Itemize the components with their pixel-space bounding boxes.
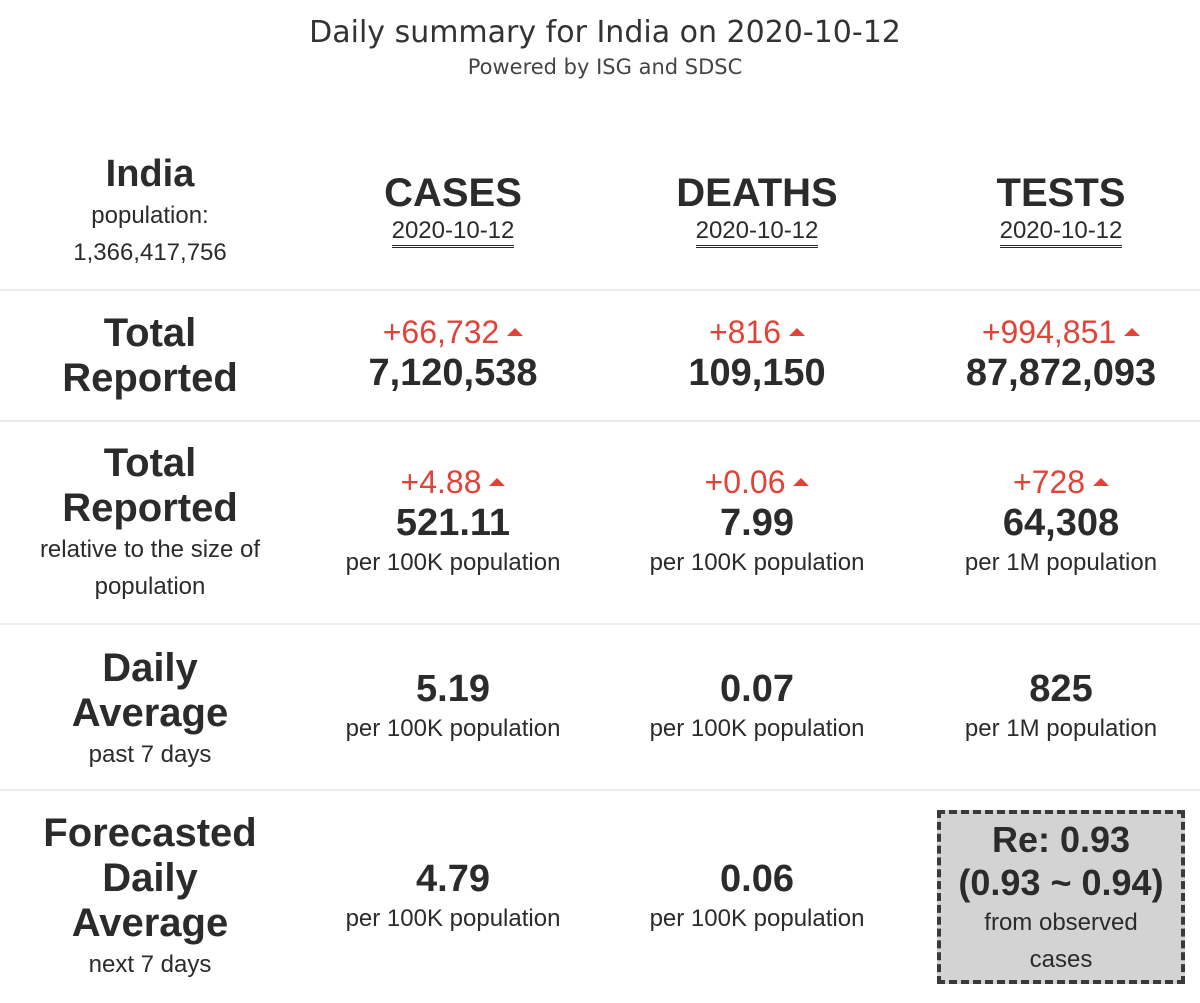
- row-divider: [0, 420, 1200, 422]
- row-label-line: Forecasted: [43, 811, 257, 855]
- re-note: cases: [1029, 946, 1093, 973]
- row-label-line: Reported: [62, 486, 238, 530]
- unit-label: per 100K population: [345, 549, 561, 576]
- row-label-line: Total: [103, 441, 197, 485]
- forecast-deaths-cell: 0.06 per 100K population: [607, 857, 907, 937]
- forecast-value: 4.79: [416, 858, 490, 900]
- row-divider: [0, 623, 1200, 625]
- re-estimate-box: Re: 0.93 (0.93 ~ 0.94) from observed cas…: [937, 810, 1185, 984]
- delta-increase: +66,732: [303, 313, 603, 351]
- delta-increase: +994,851: [911, 313, 1200, 351]
- population-label: population:: [91, 202, 209, 229]
- arrow-up-icon: [489, 477, 506, 486]
- delta-value: +66,732: [382, 314, 500, 350]
- delta-increase: +816: [607, 313, 907, 351]
- row-label-total-reported: Total Reported: [0, 311, 300, 401]
- delta-increase: +728: [911, 463, 1200, 501]
- row-label-line: Total: [103, 311, 197, 355]
- total-deaths-cell: +816 109,150: [607, 313, 907, 395]
- region-info: India population: 1,366,417,756: [0, 152, 300, 271]
- delta-value: +816: [708, 314, 782, 350]
- forecast-cases-cell: 4.79 per 100K population: [303, 857, 603, 937]
- total-value: 109,150: [688, 352, 826, 394]
- forecast-value: 0.06: [720, 858, 794, 900]
- arrow-up-icon: [789, 327, 806, 336]
- daily-tests-cell: 825 per 1M population: [911, 667, 1200, 747]
- row-sublabel: past 7 days: [88, 741, 212, 768]
- page-title: Daily summary for India on 2020-10-12: [309, 15, 901, 50]
- relative-deaths-cell: +0.06 7.99 per 100K population: [607, 463, 907, 581]
- delta-value: +4.88: [400, 464, 482, 500]
- region-name: India: [105, 153, 195, 195]
- row-label-line: Daily: [102, 646, 198, 690]
- relative-cases-cell: +4.88 521.11 per 100K population: [303, 463, 603, 581]
- column-date-link[interactable]: 2020-10-12: [391, 216, 515, 248]
- row-divider: [0, 289, 1200, 291]
- daily-value: 0.07: [720, 668, 794, 710]
- unit-label: per 100K population: [345, 905, 561, 932]
- daily-value: 825: [1029, 668, 1093, 710]
- daily-cases-cell: 5.19 per 100K population: [303, 667, 603, 747]
- daily-deaths-cell: 0.07 per 100K population: [607, 667, 907, 747]
- total-value: 7,120,538: [368, 352, 538, 394]
- delta-increase: +4.88: [303, 463, 603, 501]
- unit-label: per 100K population: [649, 549, 865, 576]
- row-sublabel: next 7 days: [88, 951, 212, 978]
- relative-tests-cell: +728 64,308 per 1M population: [911, 463, 1200, 581]
- row-sublabel: relative to the size of: [39, 536, 261, 563]
- unit-label: per 100K population: [345, 715, 561, 742]
- row-label-line: Reported: [62, 356, 238, 400]
- column-title: CASES: [384, 171, 522, 215]
- unit-label: per 100K population: [649, 715, 865, 742]
- unit-label: per 100K population: [649, 905, 865, 932]
- delta-value: +994,851: [981, 314, 1117, 350]
- daily-value: 5.19: [416, 668, 490, 710]
- arrow-up-icon: [1124, 327, 1141, 336]
- arrow-up-icon: [1093, 477, 1110, 486]
- column-title: DEATHS: [676, 171, 838, 215]
- total-tests-cell: +994,851 87,872,093: [911, 313, 1200, 395]
- relative-value: 521.11: [395, 502, 511, 544]
- re-note: from observed: [984, 909, 1138, 936]
- population-value: 1,366,417,756: [73, 239, 227, 266]
- relative-value: 7.99: [720, 502, 794, 544]
- column-header-cases: CASES 2020-10-12: [303, 170, 603, 248]
- row-label-line: Average: [71, 691, 229, 735]
- total-cases-cell: +66,732 7,120,538: [303, 313, 603, 395]
- page-subtitle: Powered by ISG and SDSC: [467, 55, 743, 79]
- total-value: 87,872,093: [965, 352, 1157, 394]
- row-sublabel: population: [94, 573, 206, 600]
- row-label-forecast: Forecasted Daily Average next 7 days: [0, 811, 300, 983]
- delta-increase: +0.06: [607, 463, 907, 501]
- re-range: (0.93 ~ 0.94): [958, 862, 1164, 903]
- column-header-deaths: DEATHS 2020-10-12: [607, 170, 907, 248]
- column-date-link[interactable]: 2020-10-12: [999, 216, 1123, 248]
- re-value: Re: 0.93: [991, 819, 1131, 860]
- row-label-line: Average: [71, 901, 229, 945]
- unit-label: per 1M population: [964, 549, 1158, 576]
- row-divider: [0, 789, 1200, 791]
- unit-label: per 1M population: [964, 715, 1158, 742]
- row-label-relative: Total Reported relative to the size of p…: [0, 441, 300, 605]
- delta-value: +0.06: [704, 464, 786, 500]
- arrow-up-icon: [793, 477, 810, 486]
- relative-value: 64,308: [1002, 502, 1120, 544]
- delta-value: +728: [1012, 464, 1086, 500]
- arrow-up-icon: [507, 327, 524, 336]
- row-label-line: Daily: [102, 856, 198, 900]
- row-label-daily-average: Daily Average past 7 days: [0, 646, 300, 773]
- column-title: TESTS: [996, 171, 1126, 215]
- column-header-tests: TESTS 2020-10-12: [911, 170, 1200, 248]
- column-date-link[interactable]: 2020-10-12: [695, 216, 819, 248]
